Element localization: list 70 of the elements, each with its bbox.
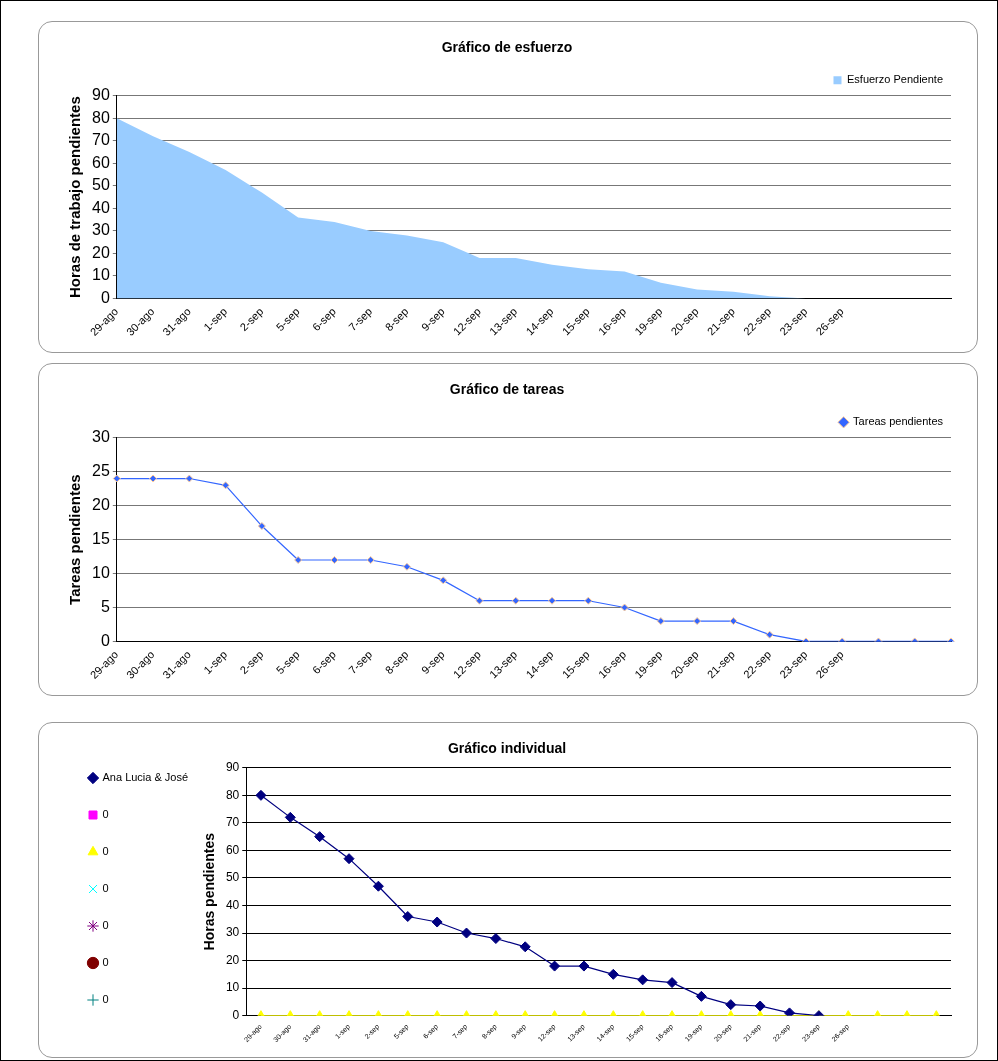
point [607, 968, 619, 980]
point [314, 831, 326, 843]
legend-label: Tareas pendientes [853, 415, 944, 428]
point [656, 617, 665, 626]
y-tick-label: 0 [100, 288, 110, 306]
point [431, 916, 443, 928]
point [255, 789, 267, 801]
y-axis-title: Horas pendientes [201, 832, 218, 951]
point [284, 811, 296, 823]
point [460, 927, 472, 939]
legend-label: Ana Lucia & José [102, 771, 189, 784]
y-tick-label: 30 [92, 221, 110, 239]
y-tick-label: 40 [225, 897, 240, 912]
y-tick-label: 70 [225, 815, 240, 830]
chart-title: Gráfico individual [447, 740, 567, 757]
point [257, 522, 266, 531]
y-tick-label: 20 [92, 243, 110, 261]
point [221, 481, 230, 490]
chart-title: Gráfico de esfuerzo [441, 39, 573, 56]
point [402, 562, 411, 571]
y-tick-label: 10 [92, 563, 110, 581]
y-tick-label: 10 [225, 980, 240, 995]
chart-title: Gráfico de tareas [449, 381, 565, 398]
point [490, 933, 502, 945]
y-tick-label: 60 [92, 153, 110, 171]
point [402, 911, 414, 923]
point [584, 596, 593, 605]
point [439, 576, 448, 585]
y-tick-label: 20 [92, 496, 110, 514]
y-tick-label: 30 [225, 925, 240, 940]
y-tick-label: 90 [92, 86, 110, 104]
y-tick-label: 20 [225, 952, 240, 967]
y-tick-label: 0 [232, 1007, 240, 1022]
legend-label: Esfuerzo Pendiente [846, 73, 944, 86]
point [637, 974, 649, 986]
y-axis-title: Tareas pendientes [66, 474, 84, 605]
y-tick-label: 25 [92, 462, 110, 480]
point [112, 474, 121, 483]
y-tick-label: 80 [92, 108, 110, 126]
point [548, 596, 557, 605]
y-tick-label: 80 [225, 787, 240, 802]
point [519, 941, 531, 953]
point [366, 555, 375, 564]
point [149, 474, 158, 483]
point [294, 555, 303, 564]
point [185, 474, 194, 483]
y-tick-label: 70 [92, 131, 110, 149]
y-tick-label: 5 [100, 597, 110, 615]
point [549, 960, 561, 972]
y-tick-label: 90 [225, 760, 240, 775]
y-tick-label: 0 [100, 631, 110, 649]
point [693, 617, 702, 626]
point [578, 960, 590, 972]
y-tick-label: 50 [225, 870, 240, 885]
point [330, 555, 339, 564]
point [372, 880, 384, 892]
y-tick-label: 30 [92, 428, 110, 446]
y-axis-title: Horas de trabajo pendientes [66, 96, 84, 298]
point [620, 603, 629, 612]
y-tick-label: 15 [92, 530, 110, 548]
point [475, 596, 484, 605]
point [765, 630, 774, 639]
point [695, 990, 707, 1002]
y-tick-label: 10 [92, 266, 110, 284]
y-tick-label: 50 [92, 176, 110, 194]
y-tick-label: 60 [225, 842, 240, 857]
point [729, 617, 738, 626]
point [511, 596, 520, 605]
y-tick-label: 40 [92, 198, 110, 216]
point [343, 853, 355, 865]
